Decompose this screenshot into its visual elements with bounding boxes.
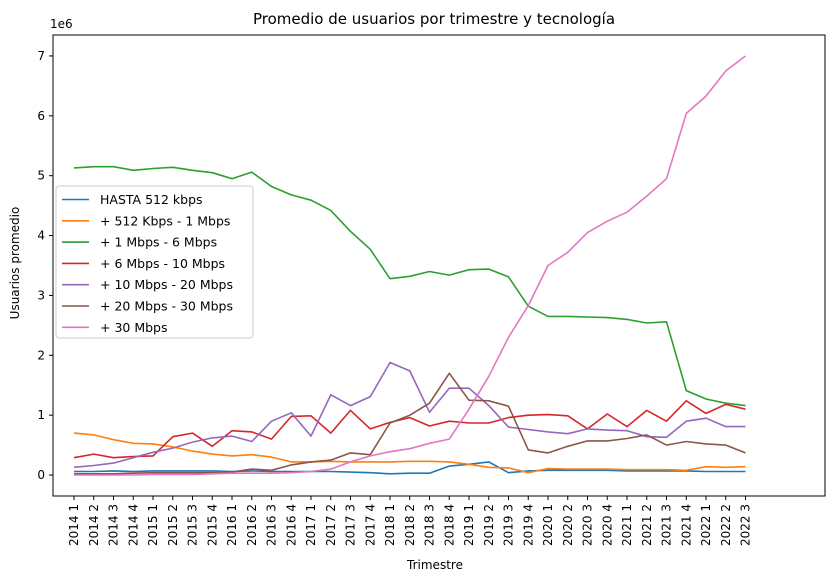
legend: HASTA 512 kbps + 512 Kbps - 1 Mbps + 1 Mbp… xyxy=(55,185,254,339)
y-tick-label: 1 xyxy=(37,408,45,422)
series-line xyxy=(73,361,746,469)
x-tick-label: 2021 4 xyxy=(679,504,693,546)
y-tick-label: 6 xyxy=(37,109,45,123)
x-tick-label: 2015 2 xyxy=(166,504,180,546)
series-line xyxy=(73,165,746,407)
series-line xyxy=(74,55,746,476)
x-tick-label: 2020 3 xyxy=(581,504,595,546)
y-tick-label: 3 xyxy=(37,288,45,302)
y-axis-label: Usuarios promedio xyxy=(8,207,22,320)
x-tick-label: 2016 1 xyxy=(225,504,239,546)
x-tick-label: 2017 1 xyxy=(304,504,318,546)
x-tick-label: 2019 1 xyxy=(462,504,476,546)
x-tick-label: 2015 3 xyxy=(186,504,200,546)
x-tick-label: 2014 4 xyxy=(126,504,140,546)
legend-entry: + 20 Mbps - 30 Mbps xyxy=(100,299,233,314)
legend-entry: + 1 Mbps - 6 Mbps xyxy=(100,235,217,250)
x-tick-label: 2022 3 xyxy=(739,504,753,546)
x-tick-label: 2019 4 xyxy=(521,504,535,546)
series-line xyxy=(74,461,746,475)
x-tick-label: 2016 3 xyxy=(265,504,279,546)
x-tick-label: 2019 2 xyxy=(482,504,496,546)
x-tick-label: 2021 3 xyxy=(660,504,674,546)
x-tick-label: 2018 1 xyxy=(383,504,397,546)
y-tick-label: 5 xyxy=(37,169,45,183)
series-line xyxy=(73,432,746,474)
y-tick-label: 2 xyxy=(37,348,45,362)
series-line xyxy=(74,372,746,475)
x-tick-label: 2014 2 xyxy=(87,504,101,546)
y-offset-label: 1e6 xyxy=(50,17,73,31)
x-tick-label: 2022 2 xyxy=(719,504,733,546)
x-tick-label: 2017 4 xyxy=(363,504,377,546)
x-tick-label: 2014 3 xyxy=(107,504,121,546)
x-tick-label: 2021 1 xyxy=(620,504,634,546)
series-line xyxy=(73,399,746,459)
y-tick-label: 4 xyxy=(37,229,45,243)
x-tick-label: 2018 2 xyxy=(403,504,417,546)
x-axis-label: Trimestre xyxy=(406,558,463,572)
x-tick-label: 2015 4 xyxy=(205,504,219,546)
plot-frame xyxy=(52,34,826,497)
x-tick-label: 2014 1 xyxy=(67,504,81,546)
x-tick-label: 2019 3 xyxy=(502,504,516,546)
x-tick-label: 2017 3 xyxy=(344,504,358,546)
chart-title: Promedio de usuarios por trimestre y tec… xyxy=(253,10,615,28)
plot-area: 0 1 2 3 4 5 6 7 2014 1 2014 2 2014 3 2014 4 2015 1 20… xyxy=(37,34,826,546)
y-tick-label: 0 xyxy=(37,468,45,482)
x-tick-label: 2018 4 xyxy=(442,504,456,546)
legend-entry: + 6 Mbps - 10 Mbps xyxy=(100,256,225,271)
x-tick-label: 2020 1 xyxy=(541,504,555,546)
x-tick-label: 2016 4 xyxy=(284,504,298,546)
x-tick-label: 2016 2 xyxy=(245,504,259,546)
legend-box xyxy=(55,185,254,339)
legend-entry: + 10 Mbps - 20 Mbps xyxy=(100,277,233,292)
x-tick-label: 2018 3 xyxy=(423,504,437,546)
y-tick-label: 7 xyxy=(37,49,45,63)
x-tick-label: 2021 2 xyxy=(640,504,654,546)
legend-entry: + 512 Kbps - 1 Mbps xyxy=(100,213,230,228)
legend-entry: + 30 Mbps xyxy=(100,320,168,335)
x-tick-label: 2020 2 xyxy=(561,504,575,546)
x-tick-label: 2020 4 xyxy=(600,504,614,546)
x-tick-label: 2022 1 xyxy=(699,504,713,546)
legend-entry: HASTA 512 kbps xyxy=(100,192,203,207)
x-tick-label: 2015 1 xyxy=(146,504,160,546)
x-tick-label: 2017 2 xyxy=(324,504,338,546)
